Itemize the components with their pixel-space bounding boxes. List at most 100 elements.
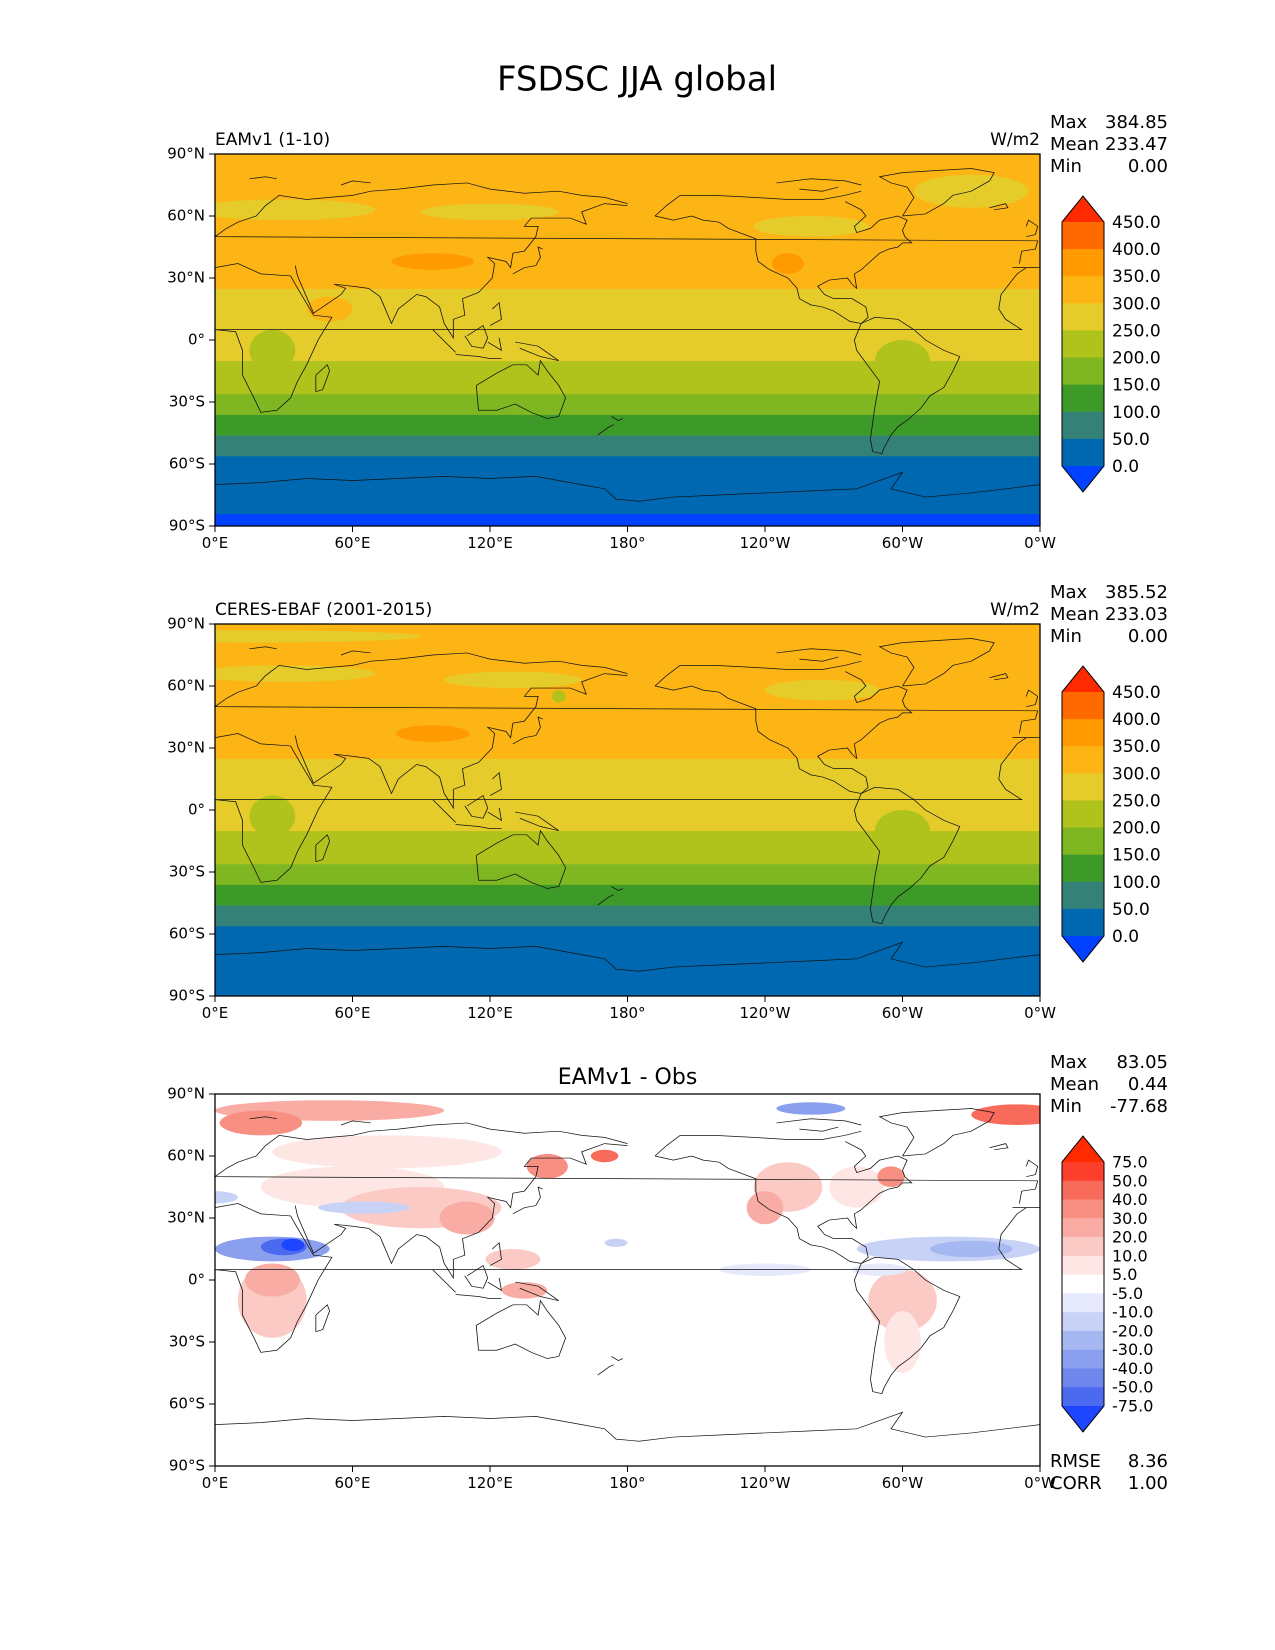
colorbar-segment bbox=[1062, 800, 1104, 829]
colorbar-label: 400.0 bbox=[1112, 240, 1161, 260]
lon-tick-label: 60°W bbox=[882, 1004, 924, 1022]
colorbar-segment bbox=[1062, 746, 1104, 774]
lat-tick-label: 90°N bbox=[167, 145, 205, 163]
lon-tick-label: 120°W bbox=[740, 1474, 791, 1492]
colorbar-segment bbox=[1062, 908, 1104, 937]
colorbar-segment bbox=[1062, 1387, 1104, 1407]
colorbar-label: 100.0 bbox=[1112, 403, 1161, 423]
colorbar-segment bbox=[1062, 1218, 1104, 1238]
colorbar-segment bbox=[1062, 854, 1104, 883]
panel-units: W/m2 bbox=[990, 600, 1040, 620]
colorbar-label: 150.0 bbox=[1112, 846, 1161, 866]
lat-tick-label: 90°N bbox=[167, 615, 205, 633]
lat-tick-label: 60°N bbox=[167, 1147, 205, 1165]
colorbar-label: 40.0 bbox=[1112, 1190, 1148, 1209]
polar-patch bbox=[215, 630, 422, 643]
lat-tick-label: 90°S bbox=[169, 517, 205, 535]
panel-center-label: EAMv1 - Obs bbox=[558, 1065, 698, 1090]
china-warm bbox=[439, 1201, 495, 1235]
lon-tick-label: 0°W bbox=[1024, 534, 1056, 552]
colorbar-label: 50.0 bbox=[1112, 1171, 1148, 1190]
colorbar-segment bbox=[1062, 1330, 1104, 1351]
colorbar-segment bbox=[1062, 249, 1104, 277]
colorbar-segment bbox=[1062, 881, 1104, 910]
field-band bbox=[215, 393, 1040, 415]
na-warm bbox=[829, 1166, 885, 1208]
field-band bbox=[215, 925, 1040, 996]
stat-value: 83.05 bbox=[1116, 1052, 1168, 1073]
colorbar-segment bbox=[1062, 1368, 1104, 1388]
colorbar-obs: 450.0 400.0 350.0 300.0 250.0 200.0 150.0 100.0… bbox=[1061, 665, 1161, 963]
field-layer bbox=[215, 154, 1040, 526]
colorbar-label: 300.0 bbox=[1112, 294, 1161, 314]
field-band bbox=[215, 624, 1040, 759]
colorbar-label: -40.0 bbox=[1112, 1359, 1153, 1378]
stat-label: Max bbox=[1050, 112, 1088, 133]
congo-patch bbox=[249, 329, 296, 372]
congo-patch bbox=[249, 795, 296, 837]
lat-tick-label: 90°N bbox=[167, 1085, 205, 1103]
field-band bbox=[215, 455, 1040, 515]
colorbar-extend-max bbox=[1062, 1136, 1104, 1162]
lat-tick-label: 0° bbox=[188, 801, 205, 819]
colorbar-label: 350.0 bbox=[1112, 267, 1161, 287]
colorbar-label: -20.0 bbox=[1112, 1321, 1153, 1340]
colorbar-extend-min bbox=[1062, 1406, 1104, 1432]
lon-tick-label: 60°E bbox=[334, 1474, 370, 1492]
lat-tick-label: 0° bbox=[188, 331, 205, 349]
field-band bbox=[215, 154, 1040, 186]
sa-warm bbox=[884, 1311, 921, 1373]
colorbar-label: 200.0 bbox=[1112, 819, 1161, 839]
lon-tick-label: 60°E bbox=[334, 1004, 370, 1022]
lat-tick-label: 30°N bbox=[167, 269, 205, 287]
panel-diff: 90°N 60°N 30°N 0° 30°S 60°S 90°S0°E 60°E 120°E 18… bbox=[167, 1052, 1168, 1494]
figure-title: FSDSC JJA global bbox=[497, 60, 777, 100]
field-band bbox=[215, 185, 1040, 289]
colorbar-segment bbox=[1062, 1274, 1104, 1294]
stat-label: RMSE bbox=[1050, 1451, 1101, 1472]
lon-tick-label: 120°W bbox=[740, 1004, 791, 1022]
colorbar-segment bbox=[1062, 384, 1104, 413]
colorbar-label: 300.0 bbox=[1112, 764, 1161, 784]
amazon-patch bbox=[875, 340, 930, 382]
colorbar-label: 20.0 bbox=[1112, 1228, 1148, 1247]
maritime-warm bbox=[485, 1249, 541, 1270]
sahel-cool bbox=[281, 1238, 305, 1252]
lat-tick-label: 90°S bbox=[169, 987, 205, 1005]
colorbar-segment bbox=[1062, 1255, 1104, 1276]
colorbar-extend-min bbox=[1062, 936, 1104, 962]
stat-value: 0.00 bbox=[1128, 626, 1168, 647]
field-band bbox=[215, 513, 1040, 526]
lat-tick-label: 60°N bbox=[167, 207, 205, 225]
lon-tick-label: 60°W bbox=[882, 534, 924, 552]
stat-value: -77.68 bbox=[1110, 1096, 1168, 1117]
colorbar-label: 450.0 bbox=[1112, 213, 1161, 233]
colorbar-segment bbox=[1062, 1162, 1104, 1182]
africa-warm bbox=[244, 1263, 300, 1297]
atlantic-cool bbox=[930, 1240, 1013, 1258]
labrador-warm bbox=[877, 1166, 905, 1187]
colorbar-label: -50.0 bbox=[1112, 1378, 1153, 1397]
stat-label: Mean bbox=[1050, 134, 1099, 155]
lat-tick-label: 30°S bbox=[169, 863, 205, 881]
stat-value: 385.52 bbox=[1105, 582, 1168, 603]
colorbar-label: 450.0 bbox=[1112, 683, 1161, 703]
eurasia-warm bbox=[272, 1135, 502, 1169]
colorbar-segment bbox=[1062, 357, 1104, 386]
panel-units: W/m2 bbox=[990, 130, 1040, 150]
colorbar-label: -5.0 bbox=[1112, 1284, 1143, 1303]
lon-tick-label: 180° bbox=[609, 1004, 645, 1022]
lon-tick-label: 120°E bbox=[467, 534, 513, 552]
colorbar-label: 250.0 bbox=[1112, 791, 1161, 811]
colorbar-label: 50.0 bbox=[1112, 430, 1150, 450]
colorbar-segment bbox=[1062, 773, 1104, 802]
lon-tick-label: 60°E bbox=[334, 534, 370, 552]
colorbar-segment bbox=[1062, 1199, 1104, 1219]
panel-left-label: CERES-EBAF (2001-2015) bbox=[215, 600, 432, 620]
lat-tick-label: 30°S bbox=[169, 393, 205, 411]
colorbar-label: 50.0 bbox=[1112, 900, 1150, 920]
stat-value: 8.36 bbox=[1128, 1451, 1168, 1472]
lon-tick-label: 60°W bbox=[882, 1474, 924, 1492]
colorbar-segment bbox=[1062, 1237, 1104, 1257]
colorbar-segment bbox=[1062, 276, 1104, 304]
